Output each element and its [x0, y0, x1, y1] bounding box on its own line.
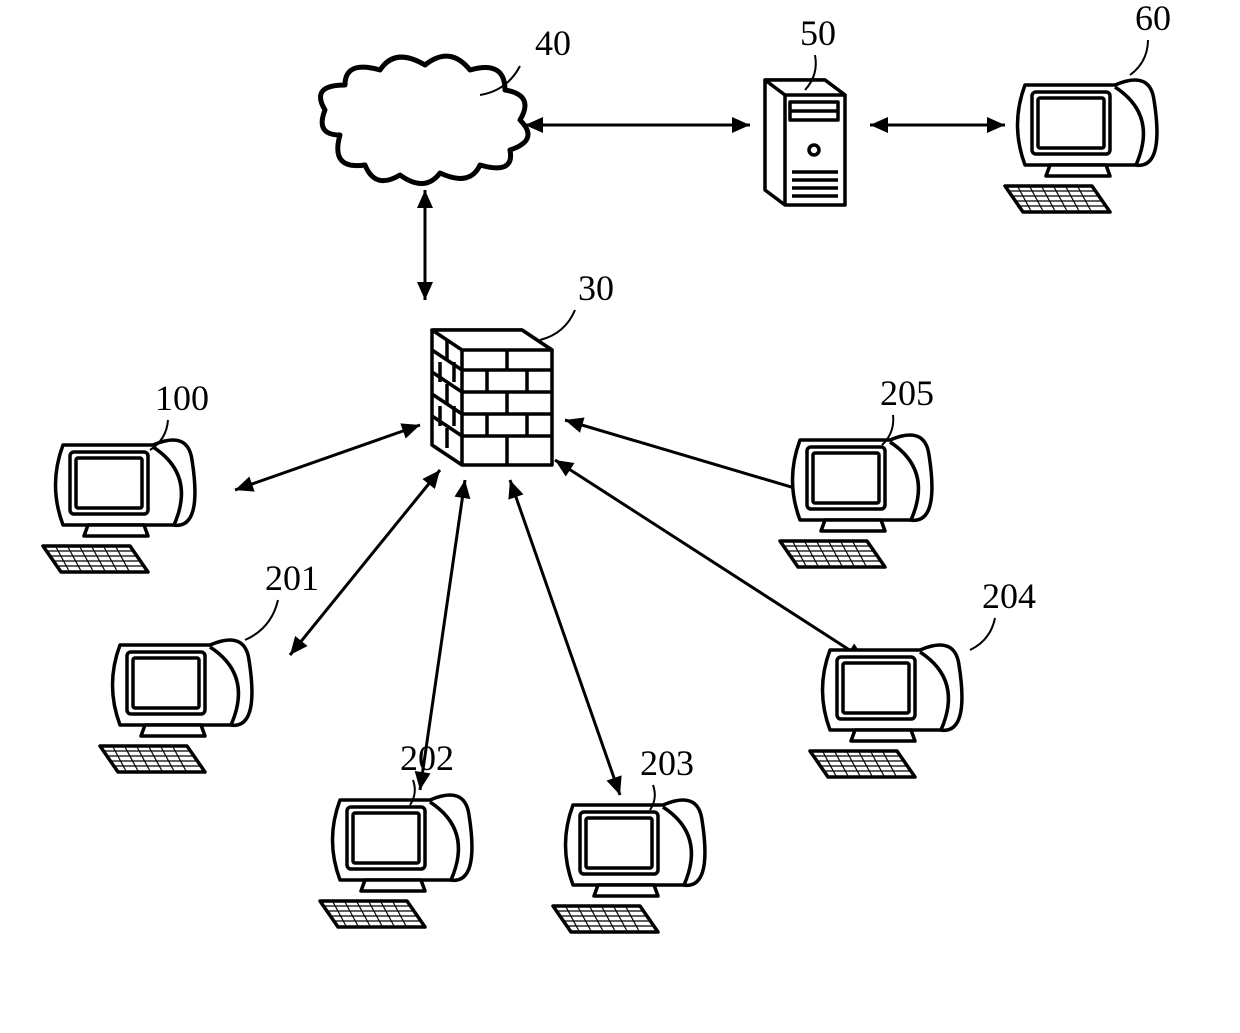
network-diagram: 40 50 60 30 100 201 202 203 204 205 — [0, 0, 1240, 1033]
cloud-node-40 — [321, 56, 529, 183]
computer-node-60 — [1005, 80, 1157, 212]
computer-node-201 — [100, 640, 252, 772]
node-label-203: 203 — [640, 743, 694, 783]
connection-arrow — [525, 117, 750, 133]
computer-node-205 — [780, 435, 932, 567]
computer-node-203 — [553, 800, 705, 932]
node-label-201: 201 — [265, 558, 319, 598]
node-label-204: 204 — [982, 576, 1036, 616]
computer-node-100 — [43, 440, 195, 572]
firewall-node-30 — [432, 330, 552, 465]
label-leader — [245, 600, 278, 640]
node-label-30: 30 — [578, 268, 614, 308]
label-leader — [970, 618, 995, 650]
node-label-50: 50 — [800, 13, 836, 53]
node-label-205: 205 — [880, 373, 934, 413]
connection-arrow — [508, 480, 621, 795]
node-label-100: 100 — [155, 378, 209, 418]
label-leader — [540, 310, 575, 340]
computer-node-204 — [810, 645, 962, 777]
server-node-50 — [765, 80, 845, 205]
computer-node-202 — [320, 795, 472, 927]
node-label-60: 60 — [1135, 0, 1171, 38]
label-leader — [1130, 40, 1148, 75]
node-label-202: 202 — [400, 738, 454, 778]
node-label-40: 40 — [535, 23, 571, 63]
connection-arrow — [417, 190, 433, 300]
connection-arrow — [235, 423, 420, 491]
connection-arrow — [870, 117, 1005, 133]
